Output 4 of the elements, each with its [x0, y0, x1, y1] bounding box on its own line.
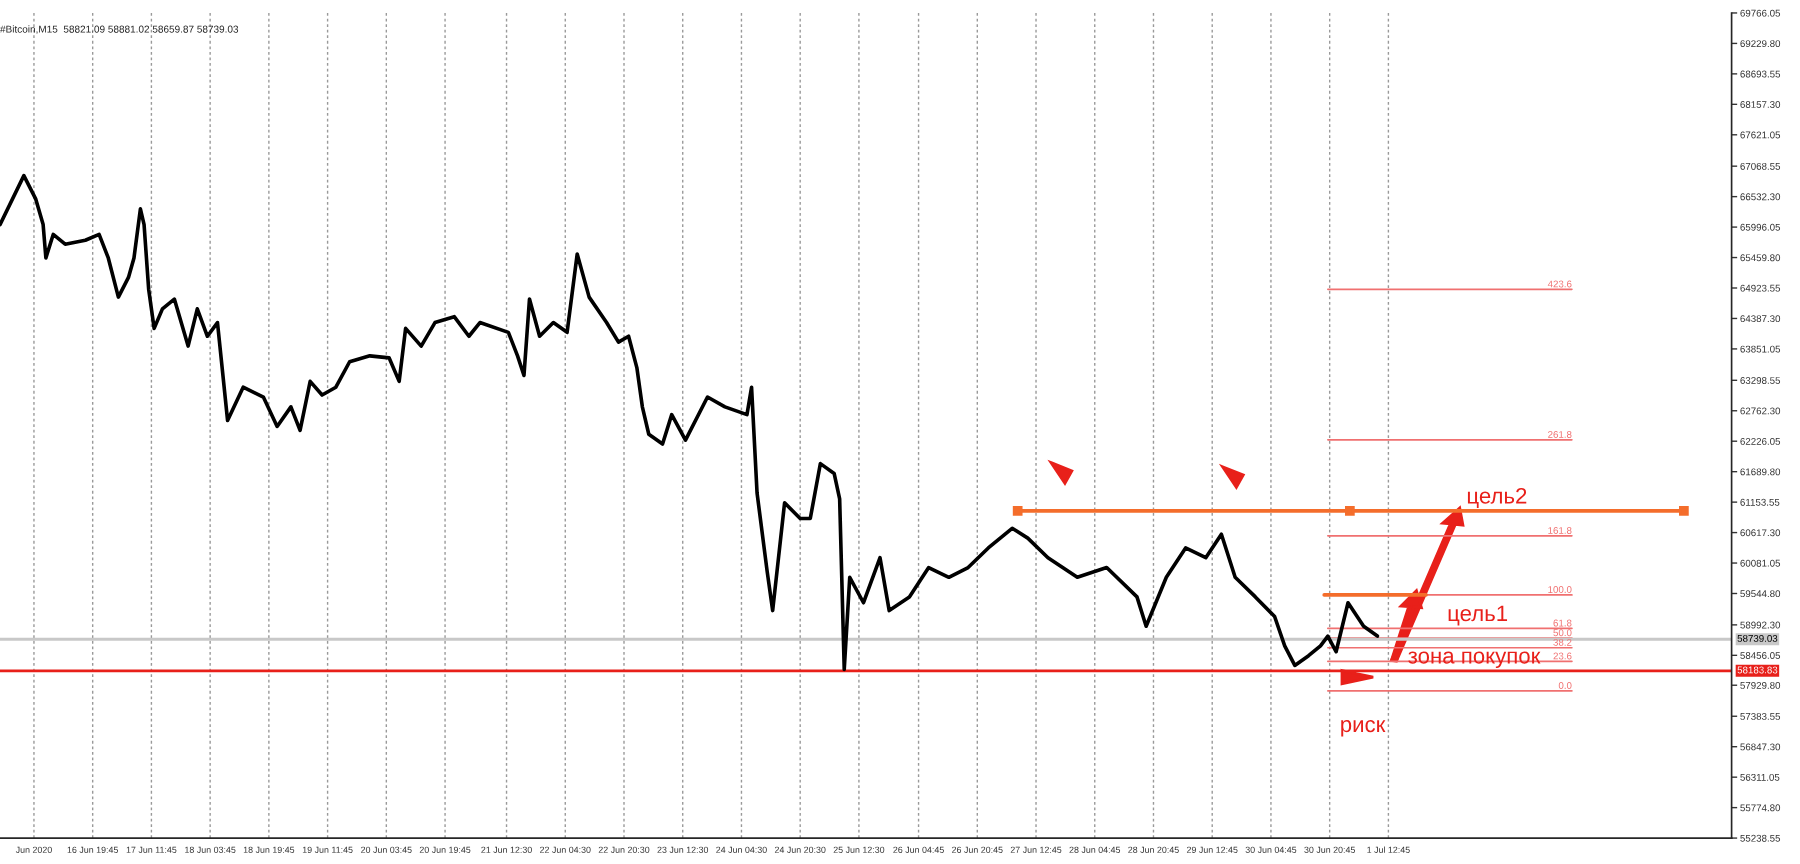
line-series: [0, 173, 1380, 672]
annotation: цель2: [1467, 487, 1527, 508]
annotation: цель1: [1448, 605, 1508, 626]
annotation: риск: [1341, 720, 1386, 737]
